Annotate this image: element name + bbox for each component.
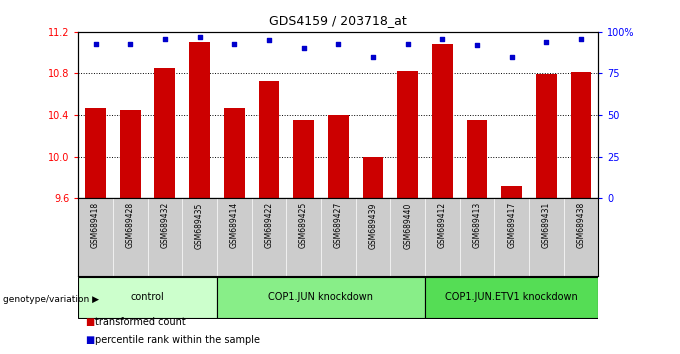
Text: GSM689422: GSM689422: [265, 202, 273, 248]
Bar: [397, 72, 418, 198]
Bar: [217, 277, 425, 318]
Point: [194, 34, 205, 40]
Bar: [154, 68, 175, 198]
Bar: [224, 108, 245, 198]
Point: [263, 37, 274, 43]
Point: [575, 36, 586, 41]
Text: GSM689417: GSM689417: [507, 202, 516, 249]
Text: ■: ■: [85, 317, 95, 327]
Point: [471, 42, 482, 48]
Text: control: control: [131, 292, 165, 302]
Bar: [432, 44, 453, 198]
Text: GSM689427: GSM689427: [334, 202, 343, 249]
Point: [298, 46, 309, 51]
Text: GDS4159 / 203718_at: GDS4159 / 203718_at: [269, 14, 407, 27]
Point: [333, 41, 343, 46]
Text: GSM689431: GSM689431: [542, 202, 551, 249]
Point: [402, 41, 413, 46]
Text: percentile rank within the sample: percentile rank within the sample: [95, 335, 260, 345]
Bar: [328, 115, 349, 198]
Point: [541, 39, 551, 45]
Text: GSM689425: GSM689425: [299, 202, 308, 249]
Point: [159, 36, 170, 41]
Bar: [120, 110, 141, 198]
Text: GSM689428: GSM689428: [126, 202, 135, 248]
Bar: [189, 42, 210, 198]
Text: GSM689439: GSM689439: [369, 202, 377, 249]
Bar: [362, 156, 384, 198]
Point: [124, 41, 135, 46]
Point: [437, 36, 447, 41]
Text: GSM689438: GSM689438: [577, 202, 585, 249]
Bar: [501, 186, 522, 198]
Point: [506, 54, 517, 59]
Text: GSM689418: GSM689418: [91, 202, 100, 248]
Text: GSM689413: GSM689413: [473, 202, 481, 249]
Text: GSM689414: GSM689414: [230, 202, 239, 249]
Point: [228, 41, 239, 46]
Bar: [258, 81, 279, 198]
Bar: [466, 120, 488, 198]
Text: COP1.JUN.ETV1 knockdown: COP1.JUN.ETV1 knockdown: [445, 292, 578, 302]
Bar: [536, 74, 557, 198]
Bar: [85, 108, 106, 198]
Text: transformed count: transformed count: [95, 317, 186, 327]
Point: [367, 54, 378, 59]
Bar: [425, 277, 598, 318]
Text: genotype/variation ▶: genotype/variation ▶: [3, 295, 99, 304]
Text: GSM689435: GSM689435: [195, 202, 204, 249]
Text: GSM689440: GSM689440: [403, 202, 412, 249]
Text: GSM689412: GSM689412: [438, 202, 447, 248]
Text: ■: ■: [85, 335, 95, 345]
Text: COP1.JUN knockdown: COP1.JUN knockdown: [269, 292, 373, 302]
Bar: [293, 120, 314, 198]
Bar: [78, 277, 217, 318]
Bar: [571, 73, 592, 198]
Point: [90, 41, 101, 46]
Text: GSM689432: GSM689432: [160, 202, 169, 249]
